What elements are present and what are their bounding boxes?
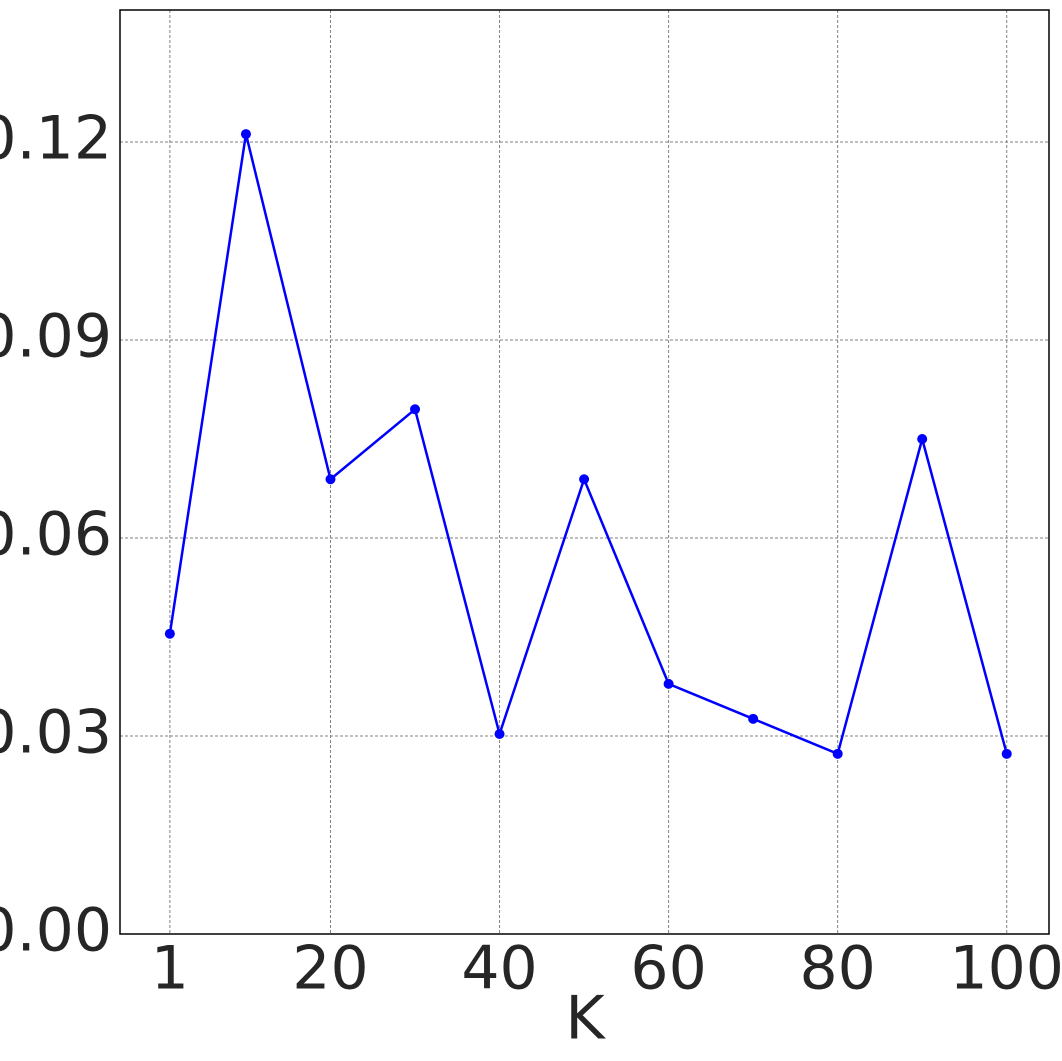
x-axis-label: K bbox=[565, 984, 606, 1054]
y-tick-label: 0.00 bbox=[0, 896, 112, 966]
point bbox=[832, 748, 843, 759]
x-tick-label: 100 bbox=[949, 934, 1062, 1004]
point bbox=[1001, 748, 1012, 759]
point bbox=[164, 628, 175, 639]
y-tick-label: 0.09 bbox=[0, 302, 112, 372]
y-tick-label: 0.12 bbox=[0, 104, 112, 174]
point bbox=[579, 474, 590, 485]
y-tick-label: 0.06 bbox=[0, 500, 112, 570]
point bbox=[748, 713, 759, 724]
point bbox=[240, 129, 251, 140]
point bbox=[325, 474, 336, 485]
point bbox=[494, 729, 505, 740]
point bbox=[917, 434, 928, 444]
point bbox=[410, 404, 421, 415]
y-tick-label: 0.03 bbox=[0, 698, 112, 768]
x-tick-label: 20 bbox=[292, 934, 368, 1004]
line bbox=[168, 133, 1008, 756]
x-tick-label: 1 bbox=[151, 934, 189, 1004]
plot-frame bbox=[119, 9, 1050, 935]
point bbox=[663, 678, 674, 689]
x-tick-label: 40 bbox=[461, 934, 537, 1004]
x-tick-label: 80 bbox=[799, 934, 875, 1004]
x-tick-label: 60 bbox=[630, 934, 706, 1004]
